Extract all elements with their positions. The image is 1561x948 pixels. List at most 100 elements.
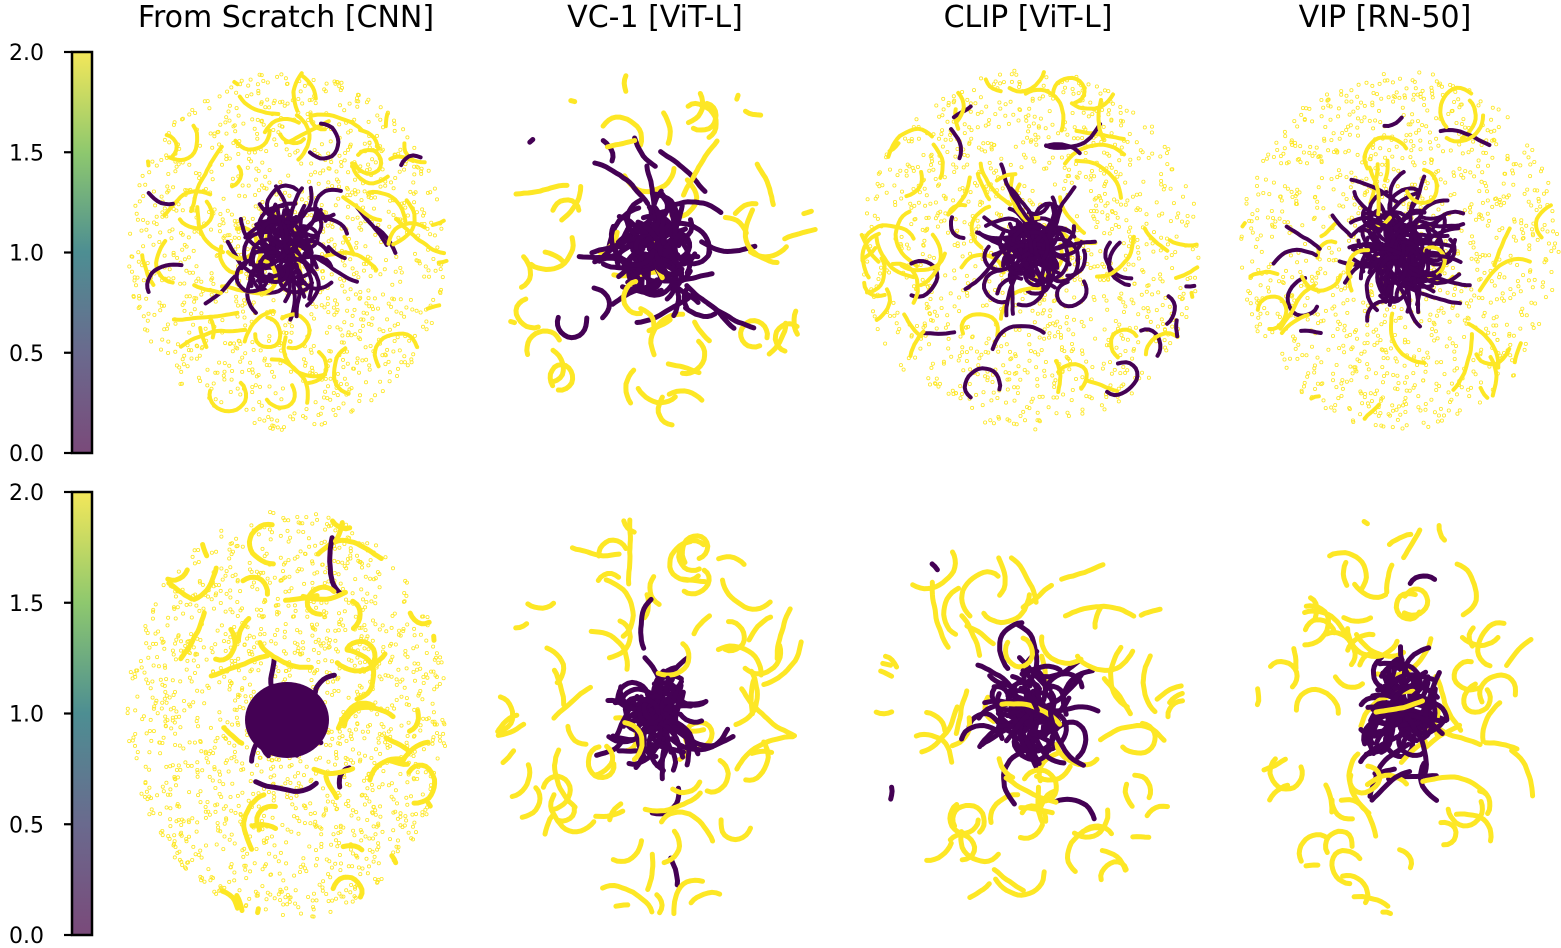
scatter-point bbox=[247, 633, 252, 638]
scatter-point bbox=[910, 165, 915, 170]
scatter-point bbox=[1121, 364, 1126, 369]
trajectory-strand bbox=[1375, 249, 1403, 301]
scatter-point bbox=[338, 825, 343, 830]
scatter-point bbox=[350, 190, 355, 195]
scatter-point bbox=[335, 80, 340, 85]
trajectory-strand bbox=[1055, 279, 1089, 309]
scatter-point bbox=[1379, 347, 1384, 352]
scatter-point bbox=[267, 580, 272, 585]
scatter-point bbox=[964, 350, 969, 355]
scatter-point bbox=[1417, 347, 1422, 352]
scatter-point bbox=[1160, 303, 1165, 308]
scatter-point bbox=[1422, 96, 1427, 101]
panel-title-clip: CLIP [ViT-L] bbox=[943, 0, 1113, 35]
scatter-point bbox=[1315, 381, 1320, 386]
scatter-point bbox=[334, 302, 339, 307]
scatter-point bbox=[1399, 307, 1404, 312]
scatter-point bbox=[325, 396, 330, 401]
scatter-point bbox=[353, 895, 358, 900]
scatter-point bbox=[952, 276, 957, 281]
scatter-point bbox=[1518, 163, 1523, 168]
scatter-point bbox=[229, 377, 234, 382]
scatter-point bbox=[924, 193, 929, 198]
scatter-point bbox=[943, 273, 948, 278]
scatter-point bbox=[972, 88, 977, 93]
scatter-point bbox=[222, 674, 227, 679]
scatter-point bbox=[1003, 370, 1008, 375]
scatter-point bbox=[1364, 375, 1369, 380]
trajectory-strand bbox=[994, 172, 1018, 183]
scatter-point bbox=[410, 307, 415, 312]
scatter-point bbox=[199, 346, 204, 351]
scatter-point bbox=[1504, 322, 1509, 327]
scatter-point bbox=[875, 194, 880, 199]
scatter-point bbox=[220, 318, 225, 323]
scatter-point bbox=[367, 836, 372, 841]
scatter-point bbox=[209, 550, 214, 555]
scatter-point bbox=[195, 768, 200, 773]
scatter-point bbox=[338, 830, 343, 835]
scatter-point bbox=[366, 563, 371, 568]
scatter-point bbox=[332, 242, 337, 247]
scatter-point bbox=[1385, 356, 1390, 361]
scatter-point bbox=[390, 703, 395, 708]
scatter-point bbox=[980, 303, 985, 308]
trajectory-strand bbox=[589, 244, 630, 256]
trajectory-strand bbox=[982, 268, 1008, 305]
scatter-point bbox=[1183, 184, 1188, 189]
scatter-point bbox=[1123, 304, 1128, 309]
trajectory-strand bbox=[893, 209, 919, 269]
trajectory-strand bbox=[145, 262, 184, 294]
scatter-point bbox=[1388, 413, 1393, 418]
trajectory-strand bbox=[982, 244, 1011, 272]
scatter-point bbox=[1004, 342, 1009, 347]
scatter-point bbox=[1522, 191, 1527, 196]
scatter-point bbox=[144, 296, 149, 301]
trajectory-strand bbox=[1405, 167, 1439, 205]
scatter-point bbox=[1434, 136, 1439, 141]
scatter-point bbox=[1438, 288, 1443, 293]
scatter-point bbox=[336, 406, 341, 411]
scatter-point bbox=[1319, 319, 1324, 324]
scatter-point bbox=[1485, 198, 1490, 203]
scatter-point bbox=[1378, 398, 1383, 403]
scatter-point bbox=[160, 829, 165, 834]
scatter-point bbox=[920, 277, 925, 282]
scatter-point bbox=[1307, 106, 1312, 111]
scatter-point bbox=[296, 831, 301, 836]
scatter-point bbox=[165, 190, 170, 195]
scatter-point bbox=[1395, 387, 1400, 392]
scatter-point bbox=[230, 610, 235, 615]
scatter-point bbox=[223, 609, 228, 614]
scatter-point bbox=[1025, 135, 1030, 140]
scatter-point bbox=[1435, 419, 1440, 424]
scatter-point bbox=[309, 161, 314, 166]
scatter-point bbox=[1511, 234, 1516, 239]
scatter-point bbox=[181, 362, 186, 367]
scatter-point bbox=[184, 294, 189, 299]
scatter-point bbox=[1046, 405, 1051, 410]
scatter-point bbox=[236, 244, 241, 249]
scatter-point bbox=[339, 617, 344, 622]
scatter-point bbox=[146, 311, 151, 316]
scatter-point bbox=[1299, 388, 1304, 393]
trajectory-strand bbox=[1107, 240, 1131, 287]
scatter-point bbox=[429, 320, 434, 325]
scatter-point bbox=[289, 324, 294, 329]
scatter-point bbox=[345, 193, 350, 198]
scatter-point bbox=[242, 315, 247, 320]
scatter-point bbox=[1289, 138, 1294, 143]
trajectory-strand bbox=[743, 108, 764, 118]
scatter-point bbox=[389, 304, 394, 309]
scatter-point bbox=[918, 346, 923, 351]
scatter-point bbox=[1263, 177, 1268, 182]
scatter-point bbox=[370, 836, 375, 841]
scatter-point bbox=[925, 226, 930, 231]
scatter-point bbox=[361, 261, 366, 266]
scatter-point bbox=[1079, 319, 1084, 324]
scatter-point bbox=[250, 340, 255, 345]
scatter-point bbox=[298, 759, 303, 764]
scatter-point bbox=[269, 834, 274, 839]
scatter-point bbox=[219, 623, 224, 628]
colorbar-tick-label: 0.0 bbox=[9, 442, 44, 467]
